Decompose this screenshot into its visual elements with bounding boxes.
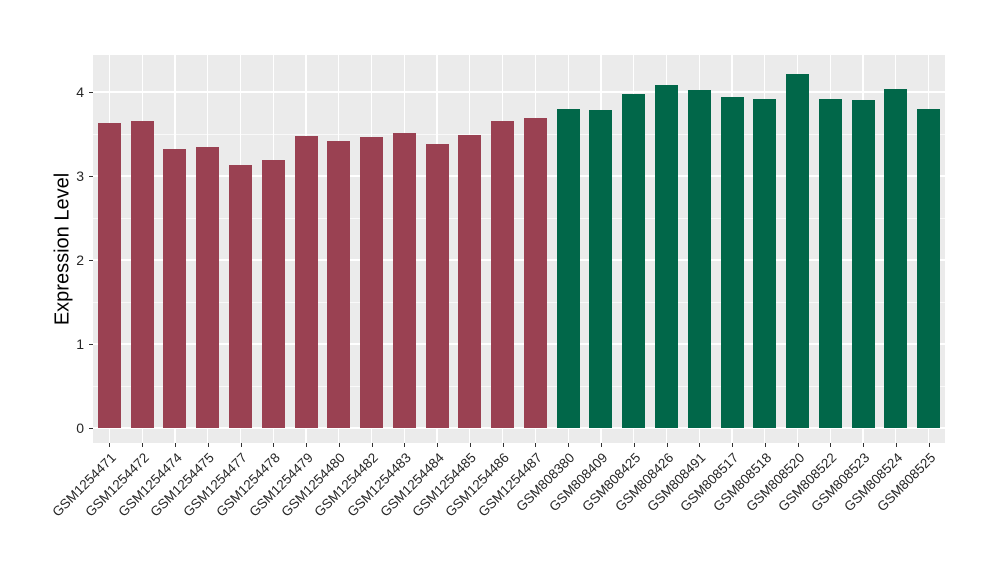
bar-GSM808409 — [589, 109, 613, 428]
bar-GSM1254480 — [327, 140, 351, 428]
bar-GSM1254486 — [491, 120, 515, 428]
y-tick-label: 3 — [76, 167, 84, 184]
y-axis-title: Expression Level — [51, 172, 74, 326]
major-gridline — [93, 91, 945, 93]
x-tick-mark — [797, 443, 799, 447]
bar-GSM1254472 — [130, 121, 154, 428]
bar-GSM808491 — [687, 90, 711, 428]
major-gridline — [93, 427, 945, 429]
x-tick-mark — [306, 443, 307, 447]
x-tick-mark — [568, 443, 570, 447]
y-tick-mark — [89, 427, 93, 429]
x-tick-mark — [437, 443, 439, 447]
x-tick-mark — [535, 443, 537, 447]
y-tick-mark — [89, 92, 93, 93]
bar-GSM808380 — [556, 108, 580, 428]
x-tick-mark — [273, 443, 275, 447]
y-tick-label: 2 — [76, 251, 84, 268]
y-tick-label: 1 — [76, 335, 84, 352]
y-tick-label: 0 — [76, 419, 84, 436]
minor-gridline — [93, 385, 945, 387]
bar-GSM808520 — [786, 74, 809, 428]
x-tick-mark — [174, 443, 176, 447]
y-tick-label: 4 — [76, 84, 84, 100]
minor-gridline — [93, 301, 945, 303]
x-tick-mark — [109, 443, 111, 447]
bar-GSM1254479 — [294, 135, 318, 428]
bar-GSM808425 — [622, 93, 646, 428]
bar-GSM808426 — [655, 85, 678, 428]
bar-GSM1254484 — [425, 144, 449, 428]
x-tick-mark — [699, 443, 701, 447]
bar-GSM808523 — [851, 99, 875, 428]
y-tick-mark — [89, 175, 93, 177]
major-gridline — [93, 343, 945, 345]
x-tick-mark — [633, 443, 635, 447]
x-tick-mark — [666, 443, 668, 447]
major-gridline — [93, 175, 945, 177]
x-tick-mark — [404, 443, 406, 447]
x-tick-mark — [600, 443, 602, 447]
bar-GSM1254478 — [261, 160, 285, 428]
x-tick-mark — [764, 443, 766, 447]
major-gridline — [93, 259, 945, 261]
bar-GSM1254483 — [392, 133, 416, 428]
x-tick-mark — [830, 443, 832, 447]
bar-GSM1254475 — [196, 147, 220, 428]
bar-GSM1254487 — [523, 118, 547, 428]
bar-GSM1254477 — [229, 165, 252, 428]
x-tick-mark — [732, 443, 733, 447]
minor-gridline — [93, 133, 945, 135]
bar-GSM808518 — [753, 98, 777, 428]
x-tick-mark — [207, 443, 209, 447]
bar-GSM1254471 — [97, 123, 121, 428]
x-tick-mark — [502, 443, 504, 447]
bar-GSM808517 — [720, 97, 744, 428]
y-tick-mark — [89, 259, 93, 261]
x-tick-mark — [371, 443, 373, 447]
plot-panel — [93, 55, 945, 443]
bar-GSM1254485 — [458, 134, 482, 428]
x-tick-mark — [338, 443, 340, 447]
minor-gridline — [93, 217, 945, 219]
bar-GSM1254482 — [360, 137, 383, 428]
x-tick-mark — [928, 443, 930, 447]
x-tick-mark — [142, 443, 144, 447]
x-tick-mark — [895, 443, 897, 447]
bar-GSM808525 — [917, 108, 941, 428]
x-tick-mark — [469, 443, 471, 447]
bar-GSM808522 — [818, 98, 842, 428]
x-tick-mark — [863, 443, 865, 447]
bar-GSM808524 — [884, 89, 908, 428]
bar-GSM1254474 — [163, 149, 187, 428]
y-tick-mark — [89, 343, 93, 345]
x-tick-mark — [240, 443, 242, 447]
